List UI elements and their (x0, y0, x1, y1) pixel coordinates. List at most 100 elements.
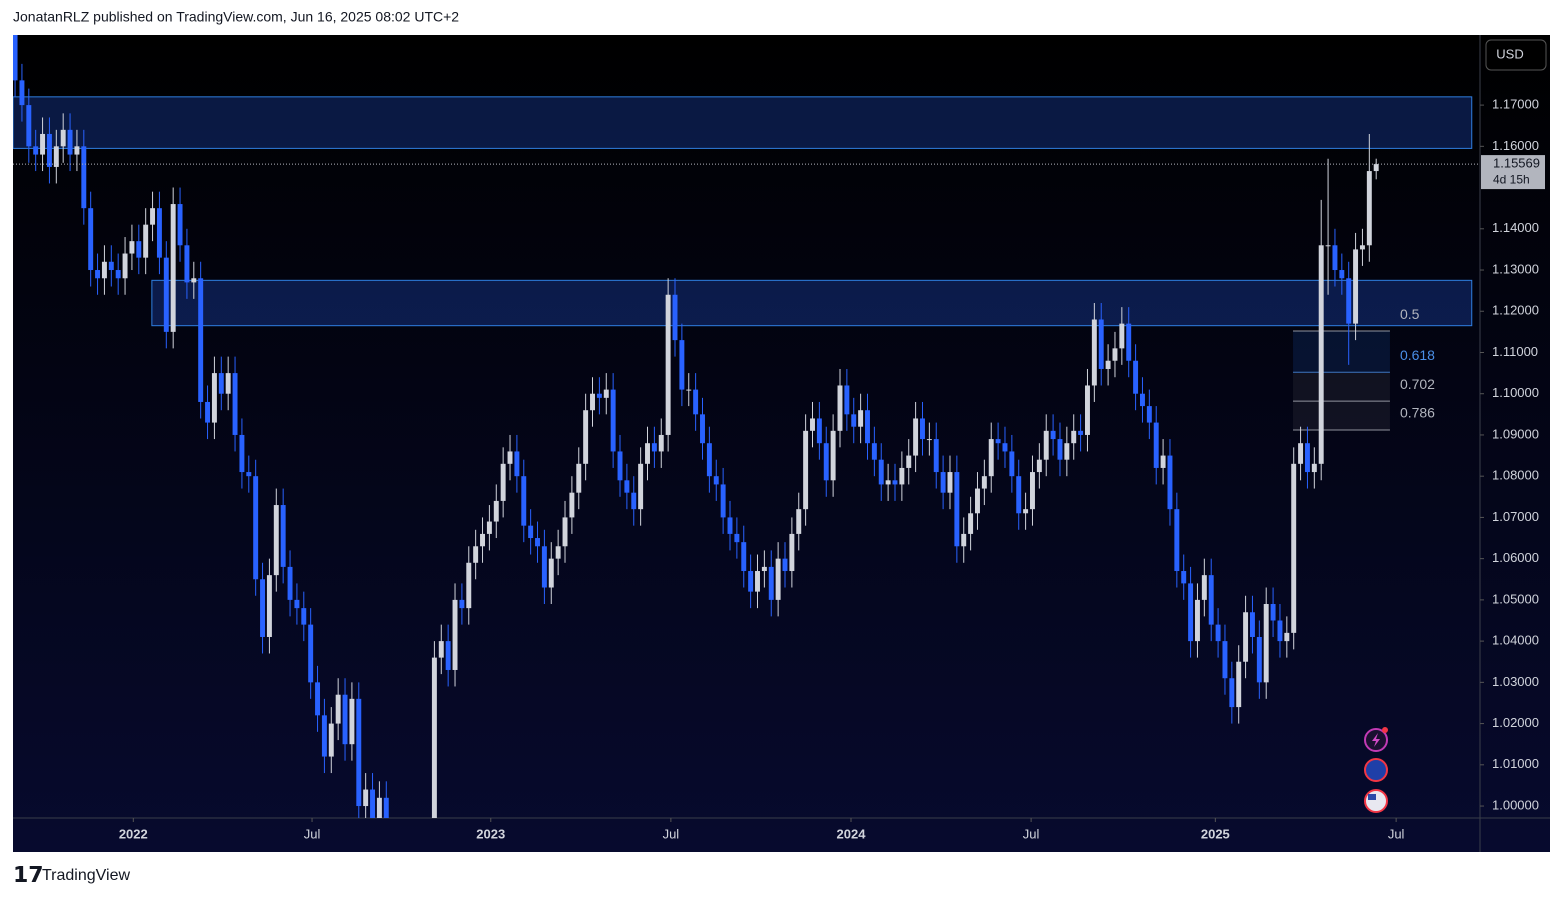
candle-body (1194, 599, 1200, 642)
candle-body (1016, 476, 1022, 514)
candle-body (60, 129, 66, 147)
candle-body (871, 443, 877, 460)
candle-body (1174, 509, 1180, 572)
y-tick-label: 1.00000 (1492, 797, 1539, 812)
fib-band (1293, 372, 1390, 402)
candle-body (225, 373, 231, 394)
candle-body (33, 146, 39, 155)
candle-body (603, 389, 609, 398)
candle-body (1243, 612, 1249, 662)
candle-body (473, 546, 479, 563)
candle-body (1126, 323, 1132, 361)
candle-body (617, 451, 623, 481)
x-tick-label: 2023 (476, 826, 505, 841)
y-tick-label: 1.14000 (1492, 220, 1539, 235)
candle-body (1091, 319, 1097, 386)
candle-body (555, 546, 561, 559)
candle-body (926, 439, 932, 441)
candle-body (308, 624, 314, 683)
candle-body (892, 480, 898, 485)
candle-body (342, 694, 348, 745)
candle-body (287, 566, 293, 600)
candle-body (947, 472, 953, 493)
candle-body (1353, 249, 1359, 324)
candle-body (844, 385, 850, 415)
candle-body (1236, 661, 1242, 708)
y-tick-label: 1.08000 (1492, 468, 1539, 483)
candle-body (610, 389, 616, 452)
candle-body (1201, 575, 1207, 600)
candle-body (645, 443, 650, 464)
candle-body (981, 476, 987, 489)
candle-body (480, 533, 485, 547)
candle-body (445, 641, 451, 670)
candle-body (136, 241, 142, 258)
candle-body (940, 472, 946, 493)
candle-body (1181, 571, 1187, 584)
y-tick-label: 1.17000 (1492, 97, 1539, 112)
candle-body (1030, 472, 1035, 510)
candle-body (569, 492, 575, 518)
candle-body (920, 418, 925, 440)
candle-body (239, 434, 245, 473)
candle-body (356, 698, 362, 807)
candle-body (1318, 245, 1324, 464)
candle-body (535, 538, 540, 547)
candle-body (1304, 443, 1310, 473)
candle-body (81, 146, 87, 209)
y-tick-label: 1.16000 (1492, 138, 1539, 153)
icon-bolt (1372, 733, 1380, 747)
candle-body (823, 443, 829, 481)
candle-body (1078, 430, 1084, 435)
candle-body (1277, 620, 1283, 642)
candle-body (803, 430, 809, 510)
candle-body (988, 439, 994, 477)
candle-body (198, 278, 204, 402)
zone (13, 96, 1473, 149)
candle-body (108, 261, 114, 271)
candle-body (782, 558, 788, 572)
candle-body (878, 459, 884, 485)
candle-body (548, 558, 554, 588)
candle-body (700, 414, 705, 444)
candle-body (170, 204, 176, 332)
candle-body (95, 270, 101, 279)
candle-body (1284, 632, 1290, 642)
candle-body (218, 373, 224, 394)
candle-body (1105, 360, 1111, 369)
y-tick-label: 1.05000 (1492, 591, 1539, 606)
event-icons (1364, 727, 1388, 813)
candle-body (376, 797, 382, 818)
candle-body (273, 505, 279, 576)
currency-button[interactable] (1485, 39, 1547, 71)
candle-body (88, 208, 94, 271)
candle-body (1263, 604, 1269, 683)
candle-body (768, 566, 774, 600)
candle-body (755, 571, 760, 592)
candle-body (1256, 636, 1262, 683)
candle-body (486, 521, 492, 534)
candle-body (713, 476, 719, 485)
candle-body (452, 599, 458, 670)
candle-body (789, 533, 795, 572)
candle-body (651, 443, 657, 452)
last-price-box (1481, 155, 1545, 190)
footer-brand: TradingView (42, 867, 130, 884)
candle-body (211, 373, 217, 423)
candle-body (1229, 678, 1235, 708)
candle-body (500, 463, 506, 501)
candle-body (1215, 624, 1221, 642)
x-tick-label: Jul (663, 826, 680, 841)
candle-body (163, 257, 169, 332)
candle-body (1002, 443, 1008, 452)
y-tick-label: 1.10000 (1492, 385, 1539, 400)
candle-body (1084, 385, 1090, 435)
candle-body (672, 294, 678, 341)
fib-label: 0.618 (1400, 347, 1435, 363)
candle-body (1339, 270, 1345, 279)
icon-eu[interactable] (1364, 758, 1388, 782)
candle-body (865, 410, 870, 444)
icon-us[interactable] (1364, 789, 1388, 813)
y-tick-label: 1.09000 (1492, 426, 1539, 441)
candle-body (74, 146, 80, 155)
